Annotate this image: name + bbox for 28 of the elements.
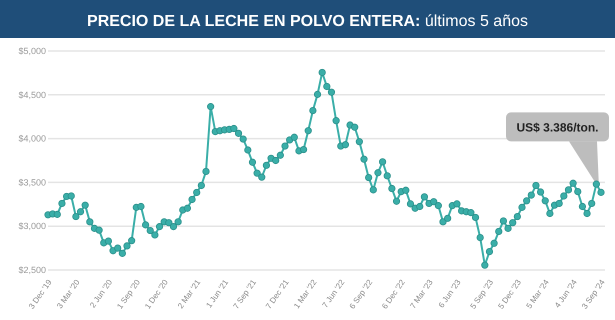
y-tick-label: $5,000 [18,46,46,56]
y-tick-label: $3,000 [18,221,46,232]
x-tick-label: 3 Sep '24 [580,278,607,311]
x-tick-label: 7 Sep '21 [231,278,258,311]
x-tick-label: 7 Mar '23 [408,278,436,310]
x-tick-label: 6 Sep '22 [348,278,375,311]
x-tick-label: 6 Jun '23 [436,278,463,310]
x-tick-label: 7 Jun '22 [320,278,347,310]
chart-title: PRECIO DE LA LECHE EN POLVO ENTERA: últimos 5 años [87,13,528,30]
x-tick-label: 1 Mar '22 [292,278,319,310]
x-tick-label: 2 Mar '21 [176,278,203,310]
y-tick-label: $3,500 [18,177,46,188]
x-tick-label: 5 Dec '23 [496,278,524,311]
y-tick-label: $4,000 [18,134,46,144]
x-tick-label: 1 Sep '20 [115,278,142,311]
x-tick-label: 4 Jun '24 [552,278,580,310]
annotation: US$ 3.386/ton. [516,120,599,134]
x-tick-label: 6 Dec '22 [380,278,408,311]
x-tick-label: 3 Mar '20 [55,278,82,310]
x-tick-label: 1 Dec '20 [143,278,170,311]
x-tick-label: 5 Sep '23 [468,278,496,311]
x-tick-label: 2 Jun '20 [88,278,114,310]
x-tick-label: 7 Dec '21 [264,278,291,311]
y-tick-label: $4,500 [18,90,46,100]
x-tick-label: 3 Dec '19 [27,278,54,311]
x-tick-label: 5 Mar '24 [524,278,552,310]
x-tick-label: 1 Jun '21 [204,278,231,310]
y-tick-label: $2,500 [18,265,46,275]
